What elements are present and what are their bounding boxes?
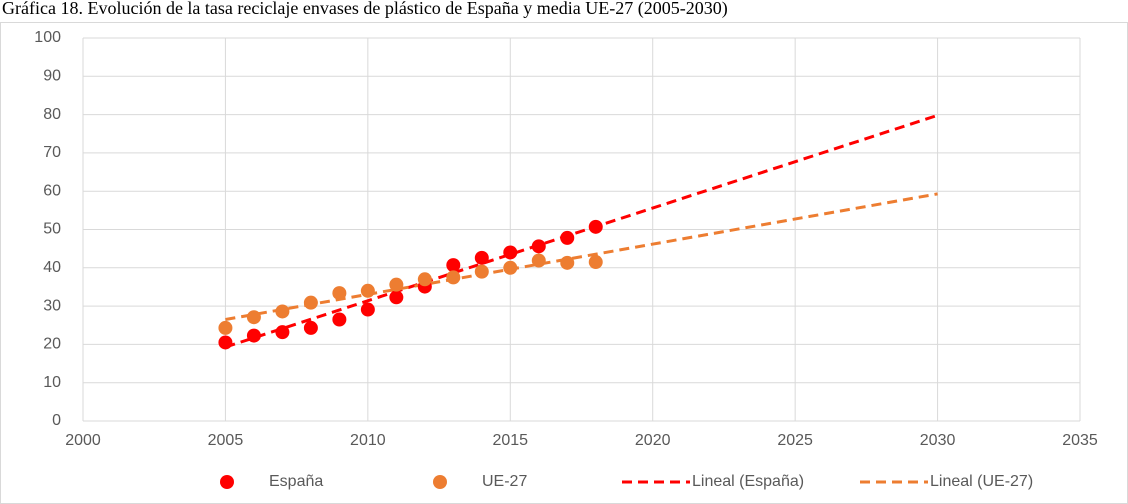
data-point: [275, 325, 290, 340]
data-point: [560, 255, 575, 270]
data-point: [360, 283, 375, 298]
chart-title: Gráfica 18. Evolución de la tasa recicla…: [2, 0, 728, 19]
data-point: [303, 295, 318, 310]
x-tick-label: 2010: [350, 432, 386, 449]
data-point: [560, 230, 575, 245]
y-tick-label: 50: [43, 221, 61, 238]
data-point: [218, 335, 233, 350]
data-point: [218, 320, 233, 335]
y-tick-label: 80: [43, 106, 61, 123]
data-point: [275, 304, 290, 319]
data-point: [474, 264, 489, 279]
y-tick-label: 10: [43, 374, 61, 391]
data-point: [531, 239, 546, 254]
legend-marker: [220, 475, 234, 489]
data-point: [417, 272, 432, 287]
data-point: [389, 277, 404, 292]
y-tick-label: 30: [43, 297, 61, 314]
y-tick-label: 40: [43, 259, 61, 276]
legend-marker: [433, 475, 447, 489]
data-point: [531, 253, 546, 268]
data-point: [303, 320, 318, 335]
legend-label: Lineal (España): [692, 473, 804, 490]
x-tick-label: 2005: [208, 432, 244, 449]
data-point: [446, 258, 461, 273]
data-point: [389, 290, 404, 305]
trend-line: [224, 113, 939, 349]
x-tick-label: 2020: [635, 432, 671, 449]
x-tick-label: 2015: [492, 432, 528, 449]
data-point: [446, 270, 461, 285]
data-point: [360, 302, 375, 317]
x-tick-label: 2030: [920, 432, 956, 449]
trend-line: [225, 192, 938, 321]
data-point: [332, 312, 347, 327]
data-point: [246, 328, 261, 343]
y-tick-label: 20: [43, 336, 61, 353]
legend-label: Lineal (UE-27): [930, 473, 1033, 490]
y-tick-label: 100: [34, 29, 61, 46]
legend-label: España: [269, 473, 323, 490]
legend-label: UE-27: [482, 473, 527, 490]
data-point: [503, 260, 518, 275]
x-tick-label: 2035: [1062, 432, 1098, 449]
data-point: [588, 219, 603, 234]
y-tick-label: 60: [43, 182, 61, 199]
data-point: [246, 310, 261, 325]
data-point: [588, 255, 603, 270]
data-point: [474, 250, 489, 265]
y-tick-label: 0: [52, 412, 61, 429]
y-tick-label: 70: [43, 144, 61, 161]
x-tick-label: 2025: [777, 432, 813, 449]
x-tick-label: 2000: [65, 432, 101, 449]
data-point: [332, 286, 347, 301]
data-point: [503, 245, 518, 260]
y-tick-label: 90: [43, 68, 61, 85]
